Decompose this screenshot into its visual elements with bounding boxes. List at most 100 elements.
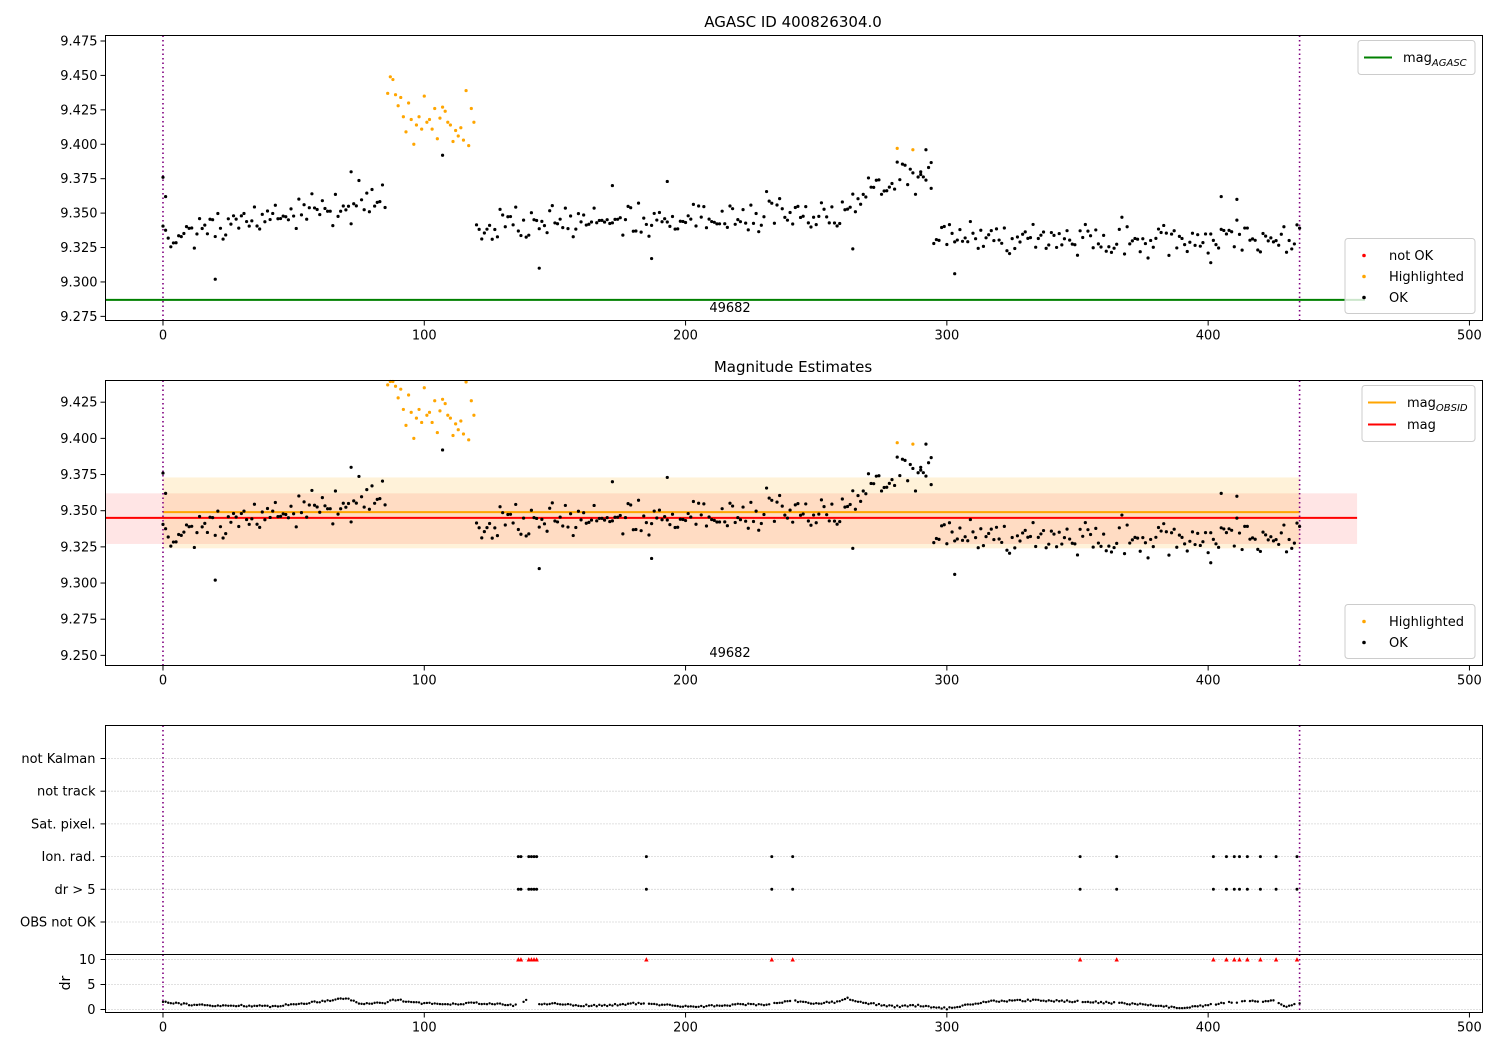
panel-1-ok-point-320 (1086, 229, 1090, 233)
panel-2-ok-point-69 (341, 501, 345, 505)
panel-1-ok-point-358 (1185, 249, 1189, 254)
panel-1-legend-top-sub-0: AGASC (1431, 58, 1467, 69)
panel-1-ok-point-281 (984, 236, 988, 240)
panel-4-dr-point-49 (289, 1003, 293, 1006)
panel-1-ok-point-365 (1203, 232, 1208, 236)
panel-2-ok-point-31 (242, 509, 246, 513)
panel-4-dr-point-9 (185, 1002, 188, 1005)
panel-1-ok-point-3 (169, 245, 173, 249)
panel-1-ok-point-362 (1196, 233, 1200, 237)
panel-4-dr-point-309 (969, 1003, 972, 1006)
panel-2-ok-point-18 (208, 515, 212, 519)
panel-3-category-label-2: Sat. pixel. (31, 817, 95, 832)
panel-4-dr-point-404 (1217, 1002, 1220, 1006)
panel-2-ok-point-302 (1039, 532, 1043, 536)
panel-4-dr-point-338 (1044, 1000, 1048, 1003)
panel-4-dr-point-115 (462, 1003, 465, 1006)
panel-4-dr-point-253 (822, 1001, 826, 1005)
panel-2-xtick-label-100: 100 (412, 674, 437, 689)
panel-1-legend-bottom-box (1344, 238, 1476, 314)
panel-4-dr-point-367 (1120, 1001, 1124, 1004)
panel-2-ok-point-135 (602, 518, 607, 522)
panel-1-ok-point-323 (1094, 228, 1098, 232)
panel-4-dr-point-153 (561, 1003, 564, 1006)
panel-1-ok-point-159 (665, 220, 669, 224)
panel-2-ok-point-7 (179, 533, 183, 538)
panel-2-ok-point-370 (1216, 545, 1221, 549)
panel-2-ok-point-350 (1164, 530, 1168, 534)
panel-4-dr-point-58 (313, 1000, 316, 1003)
panel-2-ok-point-8 (182, 530, 186, 534)
panel-4-dr-point-300 (945, 1008, 949, 1011)
panel-4-dr-point-135 (514, 1003, 517, 1006)
panel-3-flag-point-0-11 (1211, 855, 1215, 859)
panel-4-dr-point-162 (585, 1003, 588, 1006)
panel-2-ok-point-250 (903, 458, 907, 462)
panel-4-dr-point-275 (880, 1004, 883, 1007)
panel-1-ok-point-204 (783, 215, 787, 219)
panel-4-xtick-label-400: 400 (1196, 1021, 1221, 1036)
panel-2-ok-point-238 (872, 482, 876, 486)
panel-3-flag-point-0-8 (791, 855, 795, 859)
panel-4-dr-point-154 (564, 1003, 567, 1006)
panel-2-ok-point-120 (563, 503, 567, 508)
panel-1-ok-point-209 (796, 204, 800, 209)
panel-1-ok-point-226 (840, 200, 844, 204)
panel-2-ok-point-407 (537, 566, 541, 571)
panel-4-dr-point-64 (329, 999, 332, 1003)
panel-1-ok-point-223 (832, 221, 837, 225)
panel-4-dr-point-21 (216, 1004, 220, 1007)
panel-2-ok-point-210 (798, 513, 803, 517)
panel-1-ok-point-193 (754, 211, 758, 216)
panel-2-ok-point-377 (1235, 516, 1239, 520)
panel-2-ok-point-379 (1240, 547, 1244, 552)
panel-1-highlighted-point-7 (404, 130, 408, 134)
panel-4-dr-point-430 (1285, 1005, 1288, 1008)
panel-4-dr-point-46 (281, 1004, 285, 1007)
panel-4-dr-point-75 (357, 1002, 361, 1005)
panel-1-ok-point-256 (919, 172, 923, 177)
panel-2-highlighted-point-19 (435, 430, 439, 435)
panel-1-ok-point-110 (537, 227, 541, 231)
panel-2-ok-point-58 (312, 503, 317, 507)
panel-1-ok-point-318 (1081, 235, 1085, 240)
panel-1-ok-point-132 (595, 221, 599, 225)
panel-2-ok-point-329 (1109, 550, 1114, 554)
panel-4-dr-point-279 (890, 1004, 894, 1007)
panel-3-flag-point-0-3 (529, 855, 533, 859)
panel-1-ok-point-201 (775, 203, 779, 207)
panel-3-y-axis: not Kalman not track Sat. pixel. Ion. rad. d… (20, 752, 106, 931)
panel-2-ok-point-322 (1091, 545, 1095, 549)
panel-4-dr-point-207 (702, 1005, 706, 1009)
panel-1-ok-point-95 (498, 207, 502, 211)
panel-2-ok-point-148 (636, 498, 641, 502)
panel-4-dr-point-337 (1042, 999, 1045, 1002)
panel-4-dr-point-223 (744, 1003, 747, 1007)
panel-4-dr-point-198 (679, 1005, 682, 1008)
panel-2-ok-point-199 (770, 498, 774, 502)
panel-4-xtick-label-300: 300 (934, 1021, 959, 1036)
panel-2-highlighted-point-10 (412, 436, 416, 440)
panel-2-ok-point-284 (992, 537, 996, 542)
panel-1-highlighted-point-17 (430, 127, 434, 131)
panel-4-dr-point-65 (331, 999, 335, 1002)
panel-1-ok-point-59 (315, 207, 319, 212)
panel-1-ok-point-270 (955, 238, 959, 242)
panel-1-ok-point-414 (929, 186, 933, 190)
panel-3-flag-point-0-18 (1295, 855, 1299, 859)
panel-4-dr-point-315 (984, 1000, 988, 1004)
panel-1-ok-point-397 (1287, 238, 1291, 243)
panel-1-highlighted-point-23 (446, 120, 450, 124)
panel-1-ok-point-313 (1068, 238, 1072, 242)
panel-1-ok-point-77 (362, 208, 366, 212)
panel-2-ok-point-386 (1258, 549, 1263, 554)
panel-2-ok-point-266 (945, 542, 949, 546)
panel-1-ok-point-251 (906, 183, 910, 187)
panel-2-ok-point-105 (524, 534, 528, 538)
panel-3-flag-point-0-6 (644, 855, 648, 859)
panel-2-ok-point-245 (890, 478, 894, 482)
panel-2-ok-point-110 (537, 525, 541, 529)
panel-4-dr-point-318 (992, 999, 996, 1002)
panel-4-dr-point-332 (1029, 999, 1032, 1003)
panel-4-dr-point-431 (1287, 1004, 1291, 1007)
